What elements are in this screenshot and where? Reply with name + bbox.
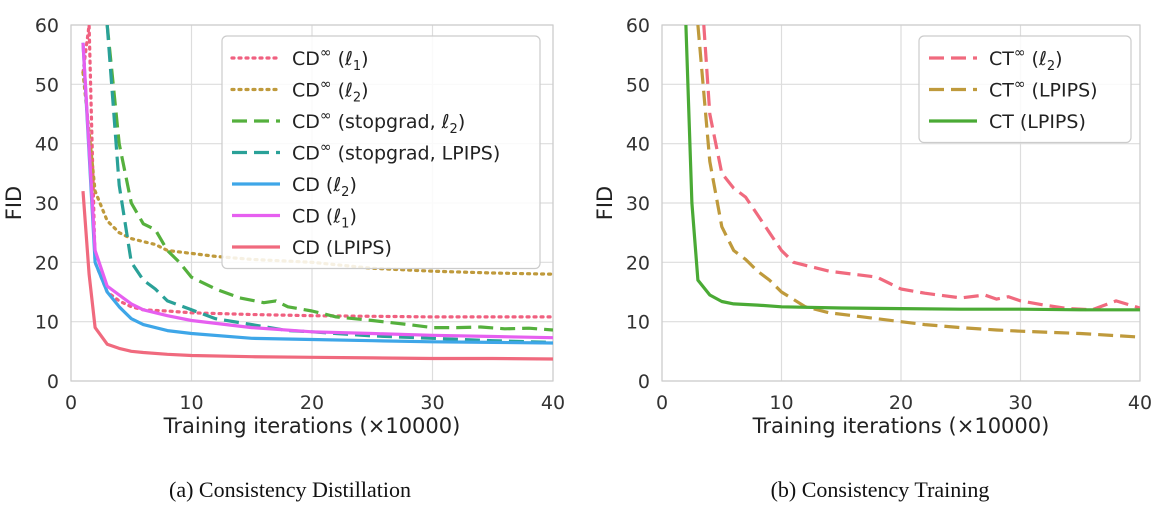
legend-label: CT∞ (ℓ2) <box>989 45 1063 74</box>
chart-caption: (a) Consistency Distillation <box>169 477 411 502</box>
x-tick-label: 30 <box>420 392 444 414</box>
legend-label-subscript: 2 <box>450 122 458 137</box>
legend-label-main: CD <box>292 111 320 133</box>
x-tick-label: 20 <box>889 392 913 414</box>
legend-label-main: CT <box>989 80 1014 102</box>
legend-label-arg: (LPIPS) <box>326 237 392 259</box>
legend-label-superscript: ∞ <box>320 140 332 156</box>
legend-label-main: CD <box>292 174 320 196</box>
x-tick-label: 40 <box>541 392 565 414</box>
y-tick-label: 40 <box>35 134 59 156</box>
series-line-2 <box>696 25 1140 339</box>
legend-label-subscript: 2 <box>341 185 349 200</box>
legend-label: CT∞ (LPIPS) <box>989 77 1098 102</box>
legend-box <box>918 35 1132 144</box>
y-tick-label: 30 <box>626 193 650 215</box>
chart-caption: (b) Consistency Training <box>771 477 990 502</box>
legend-label-end: ) <box>458 111 465 133</box>
legend-label: CD (ℓ1) <box>292 206 357 232</box>
legend-box <box>221 35 541 270</box>
y-axis-label: FID <box>2 186 26 220</box>
chart-1: 0 10 20 30 40 0 10 20 30 40 50 60 Training iteration… <box>2 15 565 502</box>
legend-label-main: CD <box>292 48 320 70</box>
y-tick-label: 20 <box>626 252 650 274</box>
series-line-4 <box>105 25 553 344</box>
series-line-3 <box>684 25 1140 312</box>
legend-label-arg: (ℓ <box>1032 48 1047 70</box>
legend-label-main: CD <box>292 143 320 165</box>
chart-2: 0 10 20 30 40 0 10 20 30 40 50 60 Training iteration… <box>593 15 1152 502</box>
y-tick-label: 50 <box>626 74 650 96</box>
legend: CT∞ (ℓ2)CT∞ (LPIPS)CT (LPIPS) <box>918 35 1132 144</box>
legend-label-superscript: ∞ <box>1014 77 1026 93</box>
legend-label-end: ) <box>349 174 356 196</box>
legend-label-subscript: 1 <box>353 59 361 74</box>
legend-label-arg: (ℓ <box>326 206 341 228</box>
legend-label-main: CT <box>989 48 1014 70</box>
legend-label: CT (LPIPS) <box>989 111 1086 133</box>
legend-label: CD∞ (stopgrad, LPIPS) <box>292 140 500 165</box>
legend-label-end: ) <box>349 206 356 228</box>
legend-label-superscript: ∞ <box>320 108 332 124</box>
legend-label-main: CD <box>292 237 320 259</box>
series-line-5 <box>81 42 553 345</box>
x-tick-label: 0 <box>65 392 77 414</box>
legend-label-end: ) <box>361 48 368 70</box>
x-tick-label: 30 <box>1008 392 1032 414</box>
y-tick-label: 10 <box>35 312 59 334</box>
series-line-1 <box>702 25 1140 312</box>
y-tick-label: 30 <box>35 193 59 215</box>
x-axis-label: Training iterations (×10000) <box>752 414 1050 438</box>
y-tick-label: 60 <box>626 15 650 37</box>
x-tick-label: 20 <box>300 392 324 414</box>
legend-label-arg: (stopgrad, LPIPS) <box>338 143 501 165</box>
legend-label-end: ) <box>1055 48 1062 70</box>
legend-label-subscript: 2 <box>1047 59 1055 74</box>
series-line-7 <box>81 190 553 361</box>
y-tick-label: 40 <box>626 134 650 156</box>
series-line-2 <box>81 70 553 276</box>
legend-label-end: ) <box>361 80 368 102</box>
x-tick-label: 0 <box>656 392 668 414</box>
y-tick-label: 0 <box>47 371 59 393</box>
legend-label: CD (LPIPS) <box>292 237 392 259</box>
legend-label-main: CD <box>292 80 320 102</box>
y-tick-label: 20 <box>35 252 59 274</box>
series-line-3 <box>105 25 553 332</box>
legend-label-subscript: 2 <box>353 91 361 106</box>
series-group <box>81 25 553 361</box>
y-axis-label: FID <box>593 186 617 220</box>
plot-frame <box>70 24 554 382</box>
legend-label-superscript: ∞ <box>1014 45 1026 61</box>
x-axis-label: Training iterations (×10000) <box>163 414 461 438</box>
legend: CD∞ (ℓ1)CD∞ (ℓ2)CD∞ (stopgrad, ℓ2)CD∞ (stopg… <box>221 35 541 270</box>
legend-label-subscript: 1 <box>341 217 349 232</box>
x-tick-label: 10 <box>769 392 793 414</box>
legend-label: CD∞ (ℓ1) <box>292 45 369 74</box>
legend-label: CD∞ (stopgrad, ℓ2) <box>292 108 465 137</box>
legend-label-main: CD <box>292 206 320 228</box>
plot-frame <box>661 24 1141 382</box>
x-tick-label: 40 <box>1128 392 1152 414</box>
legend-label-arg: (LPIPS) <box>1020 111 1086 133</box>
y-tick-label: 50 <box>35 74 59 96</box>
legend-label-arg: (stopgrad, ℓ <box>338 111 450 133</box>
series-group <box>684 25 1140 339</box>
y-tick-label: 0 <box>638 371 650 393</box>
x-tick-label: 10 <box>179 392 203 414</box>
legend-label: CD (ℓ2) <box>292 174 357 200</box>
y-tick-label: 10 <box>626 312 650 334</box>
y-tick-label: 60 <box>35 15 59 37</box>
legend-label-arg: (ℓ <box>338 48 353 70</box>
legend-label-main: CT <box>989 111 1014 133</box>
legend-label-arg: (ℓ <box>338 80 353 102</box>
legend-label: CD∞ (ℓ2) <box>292 77 369 106</box>
legend-label-arg: (ℓ <box>326 174 341 196</box>
legend-label-superscript: ∞ <box>320 77 332 93</box>
legend-label-arg: (LPIPS) <box>1032 80 1098 102</box>
series-line-6 <box>81 42 553 340</box>
legend-label-superscript: ∞ <box>320 45 332 61</box>
